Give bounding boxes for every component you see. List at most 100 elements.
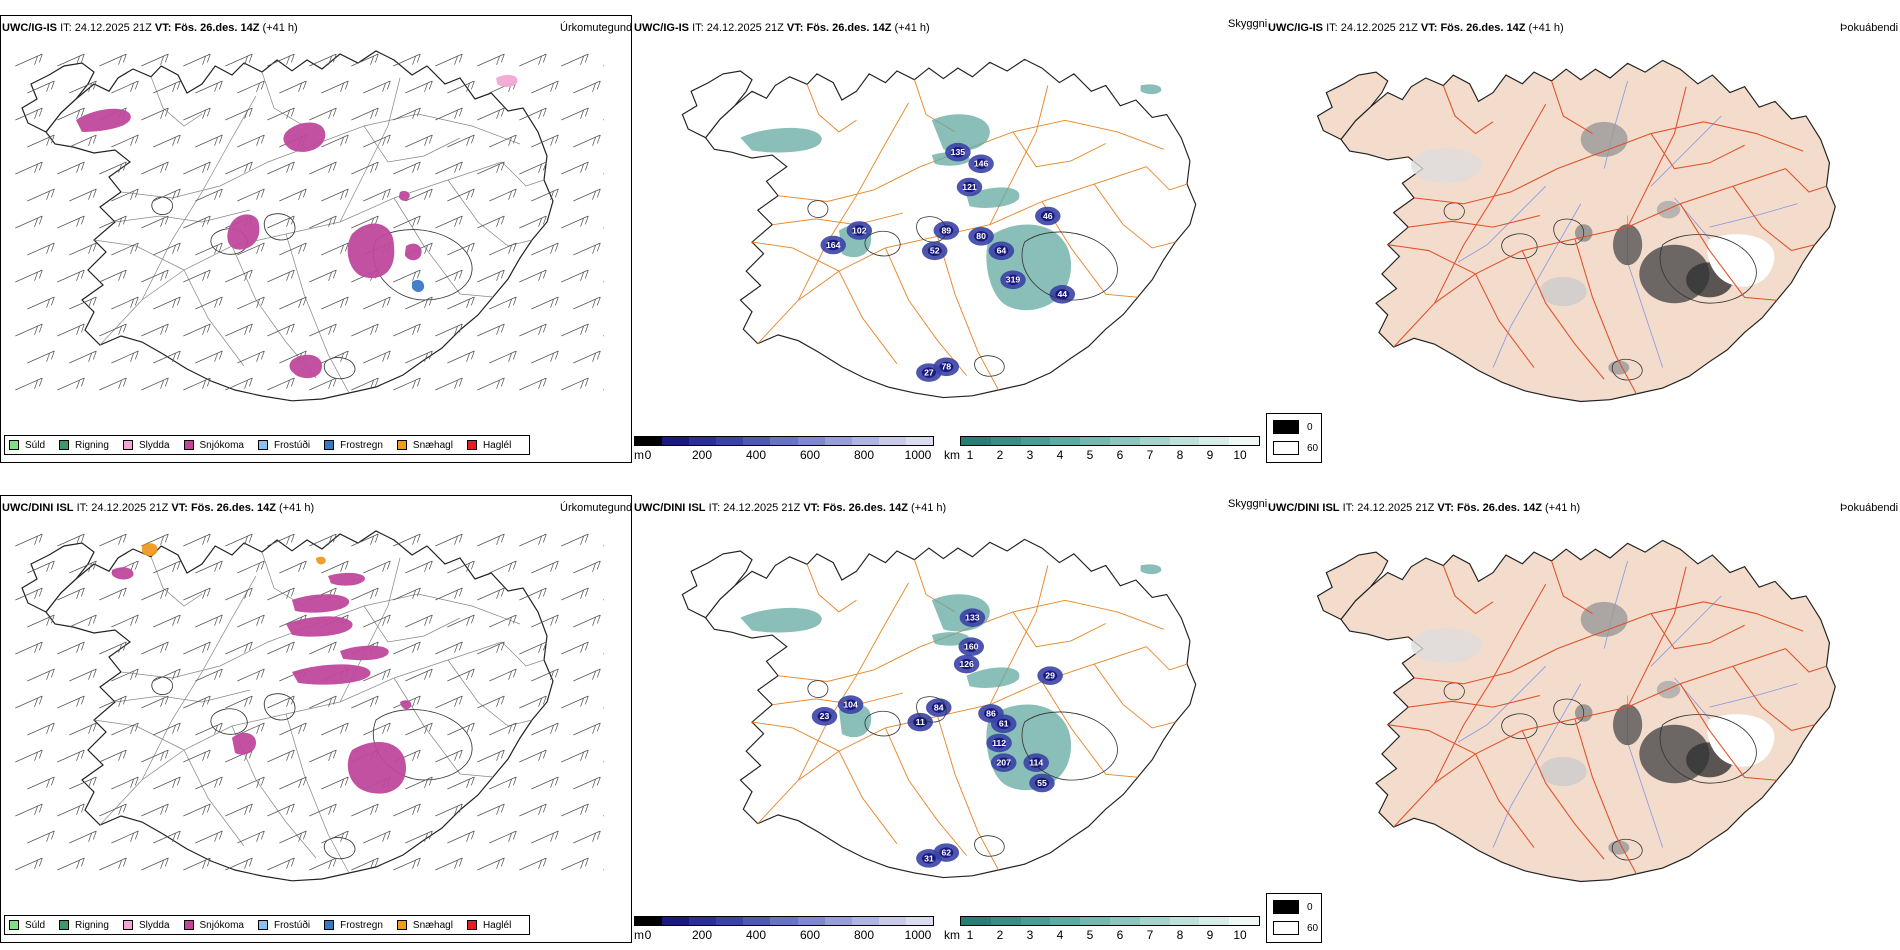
wind-barb: [57, 695, 85, 709]
legend-swatch: [59, 440, 70, 450]
legend-label: Snæhagl: [412, 439, 453, 451]
legend-label: Haglél: [482, 439, 512, 451]
precip-type-map[interactable]: [4, 38, 604, 418]
colorbar-swatch: [1050, 917, 1081, 925]
colorbar-swatch: [1139, 437, 1170, 445]
wind-barb: [69, 242, 97, 256]
wind-barb: [477, 161, 505, 175]
visibility-tick-label: 2: [996, 928, 1004, 942]
wind-barb: [153, 350, 181, 364]
wind-barb: [477, 323, 505, 337]
low-visibility-area: [740, 607, 822, 633]
fog-high-label: 0: [1307, 421, 1313, 433]
low-visibility-area: [1140, 564, 1162, 575]
low-ceiling-core: [964, 641, 979, 652]
wind-barb: [435, 641, 463, 655]
wind-barb: [225, 107, 253, 121]
wind-barb: [603, 173, 604, 175]
fog-high-label: 0: [1307, 901, 1313, 913]
wind-barb: [57, 857, 85, 871]
wind-barb: [393, 587, 421, 601]
wind-barb: [57, 533, 85, 547]
glacier-outline: [1611, 358, 1643, 381]
ceiling-value-label: 64: [997, 246, 1007, 256]
wind-barb: [141, 377, 169, 391]
visibility-ceiling-map[interactable]: 135 146 121 102 164 89 52 80 64 319 46 44 78 27: [665, 38, 1245, 423]
precip-legend-item: Frostregn: [324, 440, 383, 451]
wind-barb: [435, 587, 463, 601]
wind-barb: [183, 377, 211, 391]
wind-barb: [489, 296, 517, 310]
model-name: UWC/DINI ISL: [634, 502, 706, 514]
wind-barb: [447, 776, 475, 790]
wind-barb: [309, 107, 337, 121]
colorbar-swatch: [961, 917, 991, 925]
low-ceiling-core: [931, 702, 946, 713]
wind-barb: [195, 296, 223, 310]
wind-barb: [99, 857, 127, 871]
wind-barb: [603, 119, 604, 121]
wind-barb: [69, 188, 97, 202]
precip-type-map[interactable]: [4, 518, 604, 898]
wind-barb: [183, 857, 211, 871]
wind-barb: [267, 377, 295, 391]
wind-barb: [405, 80, 433, 94]
wind-barb: [225, 803, 253, 817]
visibility-tick-label: 4: [1056, 928, 1064, 942]
low-visibility-area: [966, 667, 1020, 688]
colorbar-swatch: [1229, 917, 1259, 925]
wind-barb: [573, 134, 601, 148]
road-line: [1521, 730, 1605, 860]
low-ceiling-core: [962, 181, 977, 193]
road-line: [838, 270, 898, 365]
wind-barb: [57, 269, 85, 283]
legend-swatch: [257, 440, 268, 450]
precip-area: [347, 223, 395, 279]
fog-index-map[interactable]: [1300, 518, 1885, 908]
legend-label: Slydda: [138, 919, 170, 931]
wind-barb: [309, 749, 337, 763]
road-line: [884, 727, 967, 856]
glacier-outline: [807, 200, 829, 218]
wind-barb: [405, 350, 433, 364]
legend-swatch: [59, 920, 70, 930]
legend-label: Frostregn: [340, 919, 383, 931]
wind-barb: [69, 296, 97, 310]
wind-barb: [267, 533, 295, 547]
road-line: [1627, 86, 1687, 228]
wind-barb: [69, 722, 97, 736]
wind-barb: [99, 695, 127, 709]
wind-barb: [519, 215, 547, 229]
it-value: 24.12.2025 21Z: [706, 22, 784, 34]
visibility-colorbar: km 1 2 3 4 5 6 7 8 9 10: [944, 916, 1260, 946]
river-line: [1709, 683, 1798, 708]
low-ceiling-core: [1029, 757, 1044, 768]
wind-barb: [603, 281, 604, 283]
road-line: [1387, 724, 1476, 755]
westfjords: [681, 70, 753, 139]
ceiling-unit: m: [634, 448, 644, 462]
ceiling-value-label: 89: [941, 225, 951, 235]
glacier-outline: [372, 229, 473, 301]
wind-barb: [489, 722, 517, 736]
wind-barb: [447, 350, 475, 364]
low-ceiling-core: [939, 361, 954, 373]
wind-barb: [561, 269, 589, 283]
precip-legend-item: Haglél: [466, 920, 511, 931]
colorbar-swatch: [851, 437, 879, 445]
river-line: [1650, 595, 1722, 667]
ceiling-value-label: 164: [826, 240, 841, 250]
wind-barb: [603, 65, 604, 67]
wind-barb: [195, 560, 223, 574]
fog-index-map[interactable]: [1300, 38, 1885, 428]
legend-label: Súld: [25, 919, 46, 931]
low-ceiling-core: [974, 231, 989, 242]
precip-area: [232, 732, 256, 755]
ceiling-tick-label: 600: [799, 928, 821, 942]
road-line: [339, 77, 401, 223]
wind-barb: [27, 560, 55, 574]
fog-low-swatch: [1273, 441, 1299, 455]
wind-barb: [183, 161, 211, 175]
wind-barb: [111, 188, 139, 202]
